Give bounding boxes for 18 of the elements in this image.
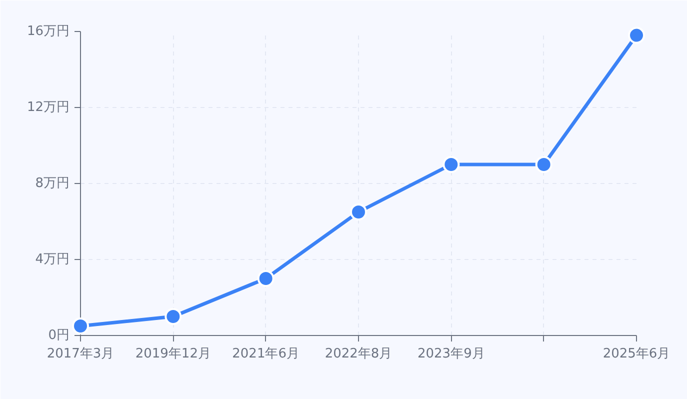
point [257, 270, 274, 287]
x-tick-label: 2023年9月 [417, 346, 485, 362]
x-tick-label: 2022年8月 [324, 346, 392, 362]
point [350, 204, 367, 220]
point [164, 308, 182, 325]
x-tick-label: 2019年12月 [135, 346, 211, 362]
y-tick-label: 4万円 [35, 252, 70, 267]
point [442, 156, 460, 173]
x-tick-label: 2021年6月 [232, 346, 300, 362]
point [72, 318, 89, 334]
y-tick-label: 12万円 [26, 100, 70, 115]
x-tick-label: 2017年3月 [46, 346, 114, 362]
point [628, 26, 645, 44]
x-tick-label: 2025年6月 [602, 346, 670, 362]
point [535, 156, 552, 173]
y-tick-label: 16万円 [26, 24, 70, 39]
y-tick-label: 0円 [48, 328, 70, 343]
y-tick-label: 8万円 [35, 176, 70, 191]
